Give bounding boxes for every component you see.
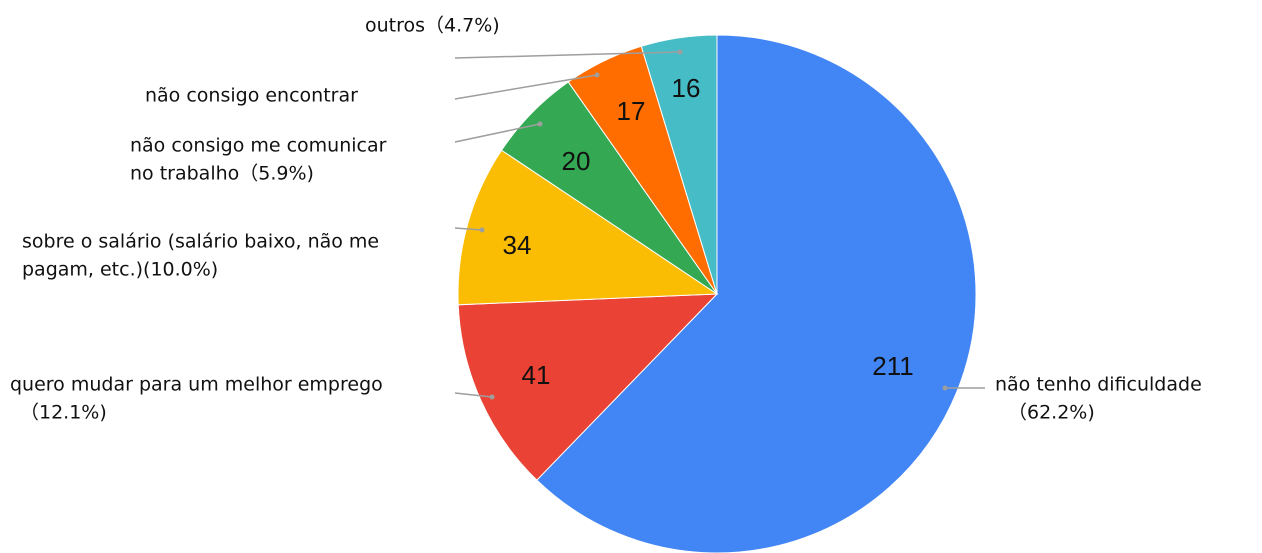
- leader-line: [454, 392, 493, 398]
- data-label: 211: [872, 351, 913, 381]
- category-label: não tenho dificuldade: [995, 374, 1202, 396]
- category-label: （62.2%): [1008, 402, 1095, 424]
- leader-dot: [942, 385, 948, 391]
- data-label: 41: [522, 360, 551, 390]
- leader-dot: [537, 121, 543, 127]
- leader-dot: [479, 227, 485, 233]
- leader-dot: [594, 72, 600, 78]
- category-label: outros（4.7%): [365, 15, 500, 37]
- leader-line: [454, 51, 681, 59]
- leader-dot: [489, 394, 495, 400]
- category-label: no trabalho（5.9%): [130, 163, 314, 185]
- pie-slice: [640, 34, 718, 295]
- pie-slice: [536, 34, 977, 553]
- category-label: quero mudar para um melhor emprego: [10, 374, 383, 396]
- category-label: （12.1%): [20, 402, 107, 424]
- leader-line: [454, 123, 541, 143]
- leader-dot: [677, 49, 683, 55]
- leader-line: [454, 74, 598, 100]
- data-label: 17: [617, 96, 646, 126]
- pie-slice: [457, 149, 719, 306]
- category-label: sobre o salário (salário baixo, não me: [22, 231, 379, 253]
- category-label: não consigo me comunicar: [130, 135, 387, 157]
- category-label: pagam, etc.)(10.0%): [22, 259, 218, 281]
- data-label: 16: [672, 73, 701, 103]
- data-label: 20: [562, 146, 591, 176]
- pie-slice: [457, 293, 719, 481]
- leader-line: [454, 227, 483, 231]
- category-label: não consigo encontrar: [145, 85, 358, 107]
- data-label: 34: [503, 230, 532, 260]
